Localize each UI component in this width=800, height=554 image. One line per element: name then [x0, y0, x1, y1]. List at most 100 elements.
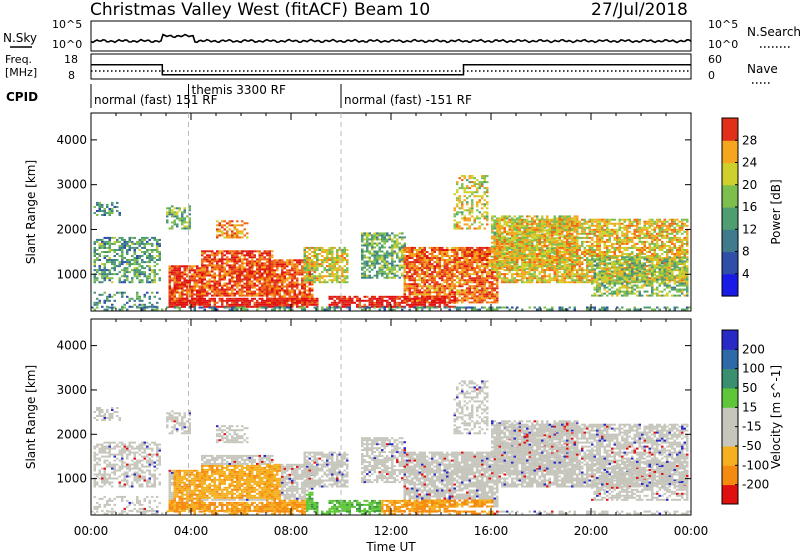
power-cell [363, 276, 366, 279]
power-cell [266, 283, 269, 286]
power-cell [493, 243, 496, 246]
power-cell [471, 215, 474, 218]
power-cell [366, 244, 369, 247]
power-cell [556, 236, 559, 239]
power-cell [226, 230, 229, 233]
power-cell [313, 251, 316, 254]
power-cell [463, 289, 466, 292]
power-cell [421, 255, 424, 258]
power-cell [456, 259, 459, 262]
power-cell [203, 272, 206, 275]
power-cell [451, 259, 454, 262]
power-cell [533, 273, 536, 276]
power-cell [181, 223, 184, 226]
power-cell [406, 246, 409, 249]
power-cell [456, 223, 459, 226]
power-cell [248, 262, 251, 265]
power-cell [123, 273, 126, 276]
power-cell [543, 236, 546, 239]
power-cell [128, 259, 131, 262]
power-cell [133, 299, 136, 302]
power-cell [208, 286, 211, 289]
power-cell [581, 230, 584, 233]
power-cell [471, 267, 474, 270]
power-cell [398, 264, 401, 267]
power-cell [171, 271, 174, 274]
power-cell [278, 277, 281, 280]
power-cell [316, 255, 319, 258]
power-cell [401, 252, 404, 255]
power-cell [451, 267, 454, 270]
power-cell [458, 211, 461, 214]
power-cell [308, 289, 311, 292]
power-cell [231, 270, 234, 273]
power-cell [181, 295, 184, 298]
power-cell [113, 293, 116, 296]
power-cell [481, 293, 484, 296]
power-cell [288, 263, 291, 266]
power-cell [568, 257, 571, 260]
power-cell [98, 201, 101, 204]
power-cell [341, 275, 344, 278]
power-cell [468, 259, 471, 262]
power-cell [521, 215, 524, 218]
power-cell [503, 253, 506, 256]
power-cell [566, 281, 569, 284]
power-cell [488, 263, 491, 266]
power-cell [496, 299, 499, 302]
power-cell [446, 263, 449, 266]
power-cell [253, 274, 256, 277]
power-cell [458, 227, 461, 230]
power-cell [268, 277, 271, 280]
power-cell [543, 224, 546, 227]
power-cell [243, 222, 246, 225]
power-cell [473, 271, 476, 274]
power-cell [141, 279, 144, 282]
cpid-segment-label: themis 3300 RF [192, 83, 286, 97]
power-cell [418, 297, 421, 300]
power-cell [456, 191, 459, 194]
power-cell [111, 203, 114, 206]
power-cell [433, 267, 436, 270]
power-cell [226, 232, 229, 235]
power-cell [446, 277, 449, 280]
power-cell [581, 222, 584, 225]
power-cell [178, 209, 181, 212]
power-cell [556, 230, 559, 233]
power-cell [346, 259, 349, 262]
power-cell [428, 259, 431, 262]
power-cell [171, 277, 174, 280]
power-cell [561, 232, 564, 235]
power-cell [488, 253, 491, 256]
power-cell [591, 236, 594, 239]
power-cell [441, 287, 444, 290]
power-cell [468, 269, 471, 272]
power-cell [503, 220, 506, 223]
power-cell [203, 288, 206, 291]
power-cell [566, 226, 569, 229]
power-cell [591, 224, 594, 227]
power-cell [516, 257, 519, 260]
power-cell [278, 285, 281, 288]
power-cell [423, 289, 426, 292]
power-cell [313, 275, 316, 278]
power-cell [243, 256, 246, 259]
nsky-strip-frame [90, 20, 692, 52]
power-cell [261, 288, 264, 291]
power-cell [493, 245, 496, 248]
power-cell [303, 259, 306, 262]
power-cell [273, 285, 276, 288]
power-cell [193, 273, 196, 276]
power-cell [251, 292, 254, 295]
power-cell [538, 226, 541, 229]
power-cell [446, 267, 449, 270]
power-cell [416, 257, 419, 260]
power-cell [406, 273, 409, 276]
power-cell [438, 299, 441, 302]
power-cell [478, 289, 481, 292]
power-cell [456, 261, 459, 264]
power-cell [461, 301, 464, 304]
power-cell [461, 255, 464, 258]
power-cell [423, 249, 426, 252]
power-cell [216, 260, 219, 263]
